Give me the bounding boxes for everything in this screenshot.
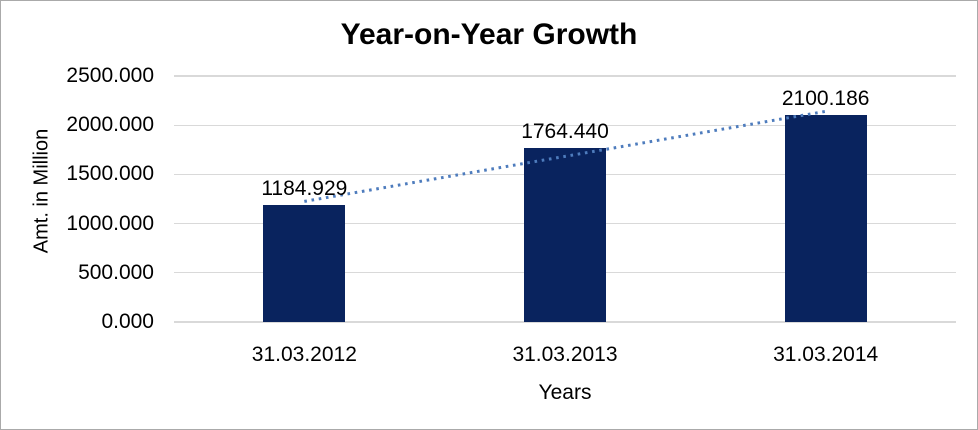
y-tick-label: 500.000 [78,260,154,284]
bar-data-label: 1764.440 [521,120,609,144]
gridline [174,75,956,77]
y-tick-label: 1500.000 [66,162,154,186]
bar [263,205,346,322]
x-tick-label: 31.03.2014 [773,343,879,366]
y-axis-title: Amt. in Million [30,128,53,254]
bar [784,115,867,322]
chart-title: Year-on-Year Growth [340,18,638,51]
gridline [174,321,956,323]
x-axis-title: Years [538,381,592,404]
bar [524,148,606,322]
bar-data-label: 1184.929 [261,177,348,201]
y-tick-label: 0.000 [101,310,154,333]
bar-data-label: 2100.186 [781,87,870,111]
y-tick-label: 2000.000 [66,113,154,137]
y-tick-label: 1000.000 [66,211,154,235]
x-tick-label: 31.03.2012 [251,343,357,366]
y-tick-label: 2500.000 [66,64,154,87]
x-tick-label: 31.03.2013 [512,343,618,366]
